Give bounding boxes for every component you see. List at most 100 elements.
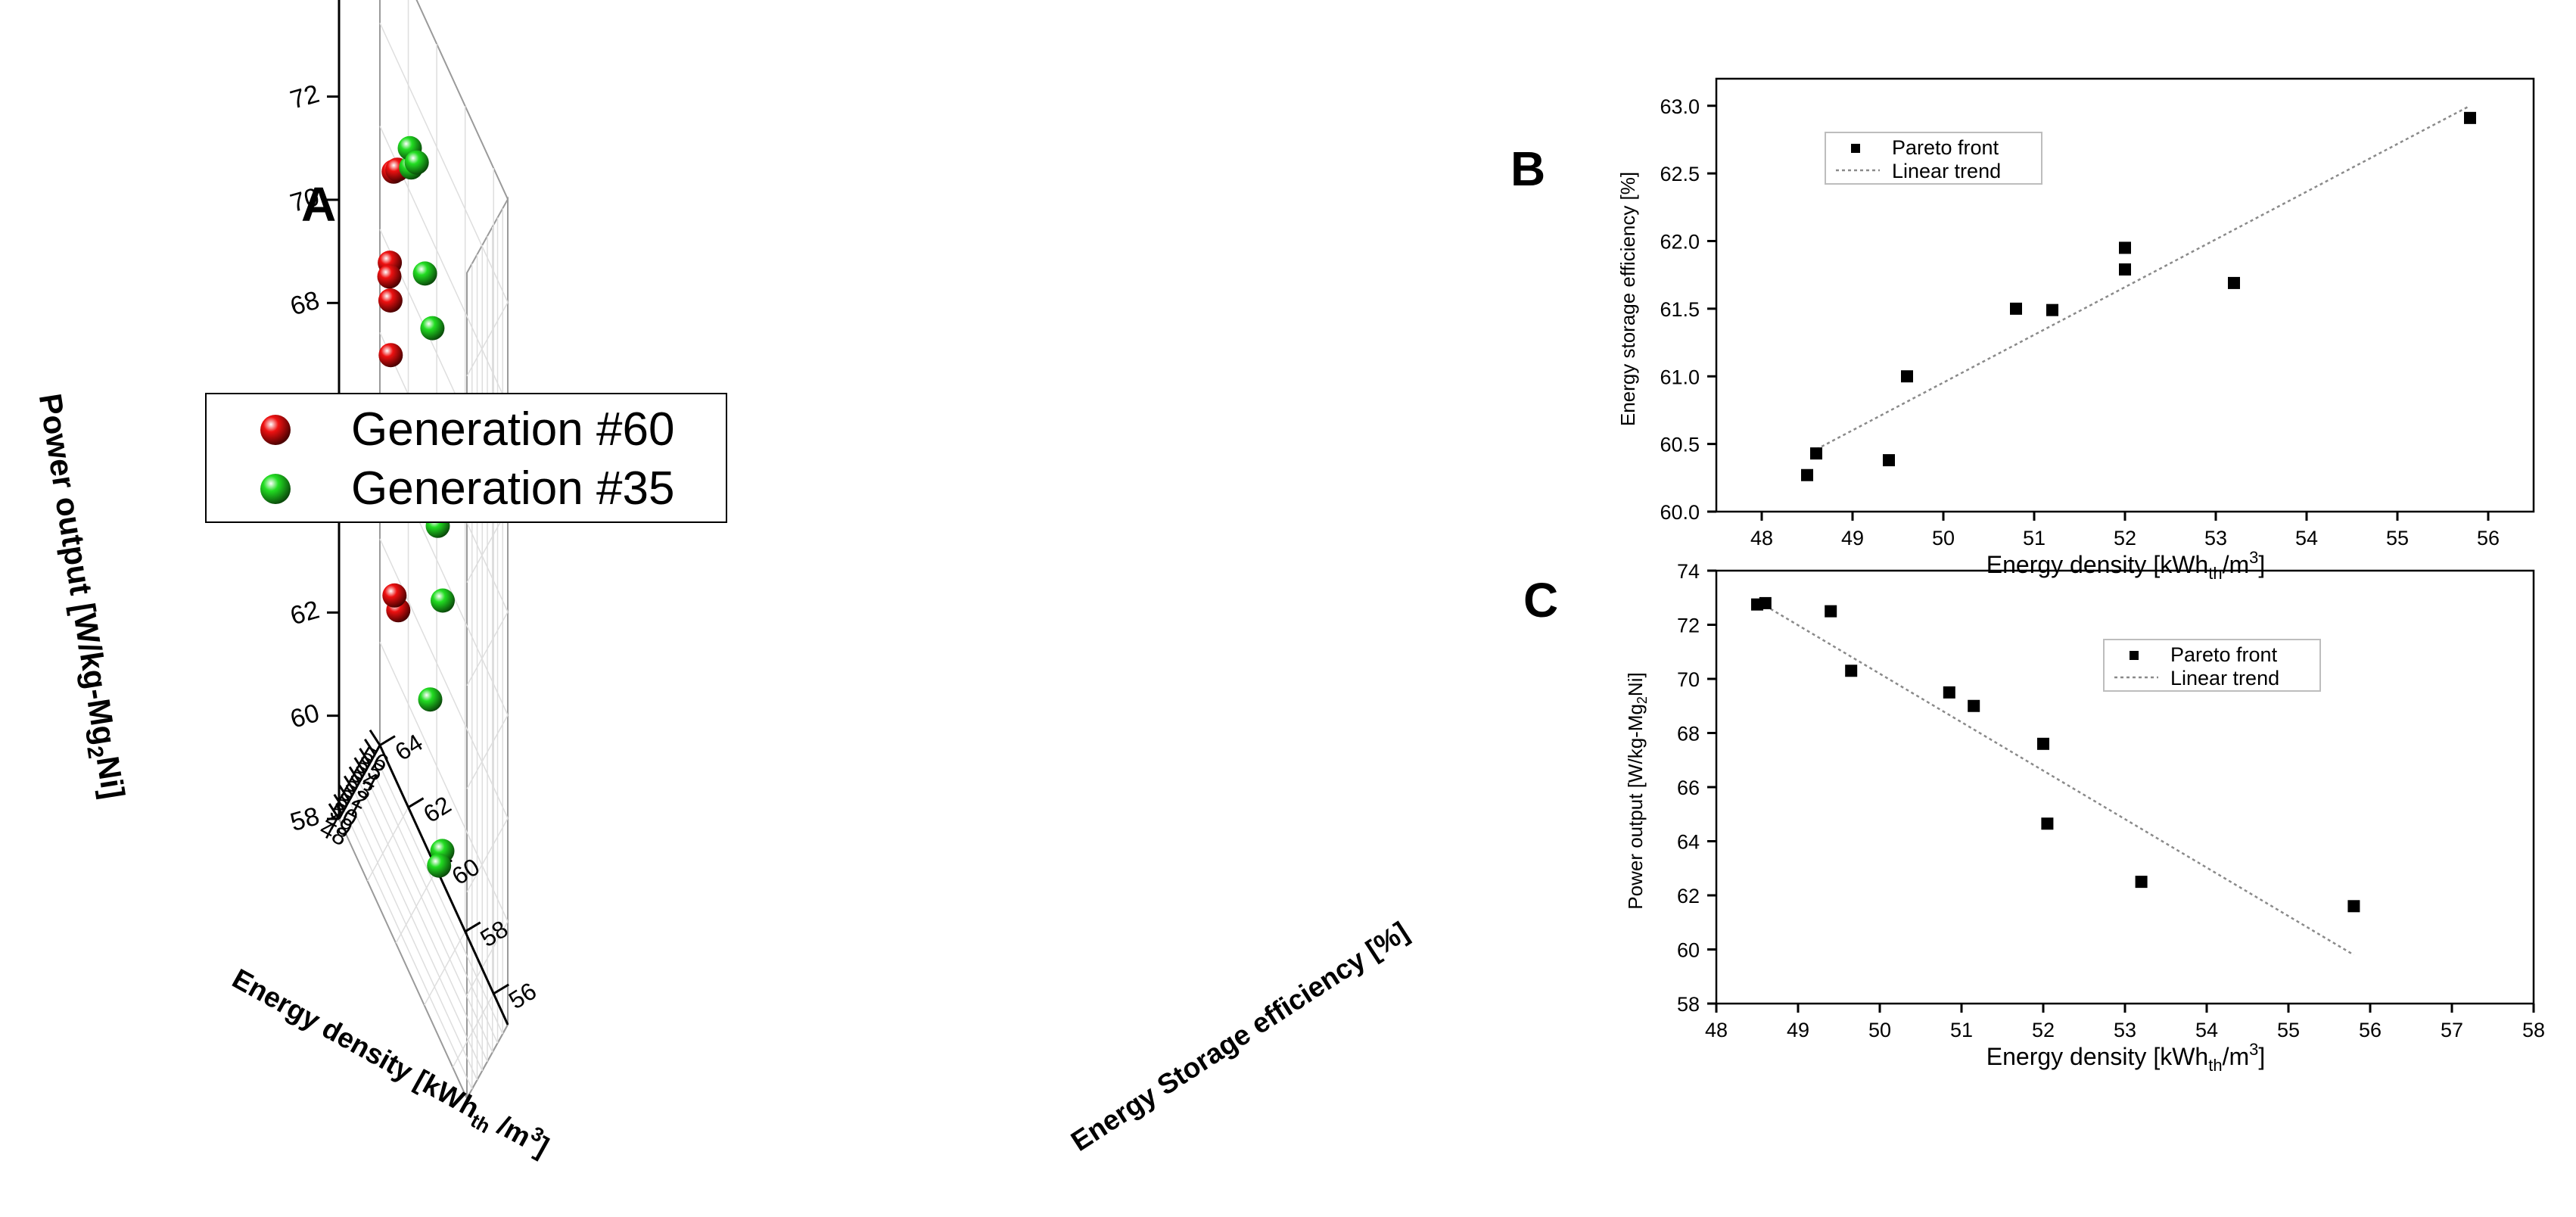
c-x-tick-label: 48 <box>1705 1019 1728 1041</box>
a-legend: Generation #60 Generation #35 <box>205 393 727 523</box>
c-pareto-point <box>2041 817 2054 830</box>
c-y-tick-label: 58 <box>1677 993 1700 1016</box>
c-pareto-point <box>2037 737 2049 750</box>
c-x-axis-title: Energy density [kWhth/m3] <box>1986 1040 2266 1075</box>
c-y-axis-title: Power output [W/kg-Mg2Ni] <box>1624 672 1650 909</box>
c-y-tick-label: 60 <box>1677 939 1700 962</box>
a-x-tick <box>369 729 381 746</box>
a-point-generation-35 <box>418 687 443 712</box>
c-y-tick-label: 70 <box>1677 668 1700 691</box>
a-grid-line <box>366 807 409 882</box>
c-pareto-point <box>1825 605 1837 618</box>
a-legend-marker-generation-35 <box>260 474 291 504</box>
c-y-tick-label: 64 <box>1677 831 1700 854</box>
a-y-tick <box>493 983 510 995</box>
c-x-tick-label: 52 <box>2032 1019 2055 1041</box>
b-x-tick-label: 55 <box>2386 527 2409 549</box>
b-y-tick-label: 61.0 <box>1660 366 1700 388</box>
a-x-tick <box>359 748 371 764</box>
a-x-tick <box>348 766 361 783</box>
a-grid-line <box>364 772 493 1053</box>
c-x-tick-label: 57 <box>2441 1019 2463 1041</box>
c-x-tick-label: 49 <box>1787 1019 1809 1041</box>
b-x-tick-label: 54 <box>2295 527 2318 549</box>
a-point-generation-60 <box>382 583 407 608</box>
b-y-tick-label: 60.5 <box>1660 434 1700 456</box>
b-pareto-point <box>2228 276 2240 289</box>
a-grid-line <box>452 993 494 1068</box>
b-pareto-point <box>2010 302 2022 315</box>
a-point-generation-35 <box>412 261 437 286</box>
c-y-tick-label: 68 <box>1677 723 1700 745</box>
c-x-tick-label: 56 <box>2359 1019 2382 1041</box>
b-x-tick-label: 56 <box>2477 527 2500 549</box>
a-y-tick <box>407 797 425 808</box>
a-y-axis-line <box>378 745 509 1026</box>
a-grid-line <box>369 763 499 1044</box>
a-x-tick <box>363 738 376 755</box>
a-point-generation-35 <box>420 316 445 341</box>
c-pareto-point <box>2347 900 2360 913</box>
c-pareto-point <box>1845 665 1858 677</box>
a-grid-line <box>344 809 473 1090</box>
b-pareto-point <box>1883 454 1895 467</box>
a-grid-line <box>359 782 488 1062</box>
b-pareto-point <box>2464 111 2476 124</box>
panel-b-letter: B <box>1510 142 1545 196</box>
b-y-tick-label: 61.5 <box>1660 298 1700 321</box>
c-x-tick-label: 53 <box>2114 1019 2136 1041</box>
c-y-tick-label: 74 <box>1677 560 1700 583</box>
c-plot-area: 48 49 50 51 52 53 54 55 56 57 58 58 60 62 64 66 68 70 72 74… <box>1677 560 2545 1041</box>
b-linear-trend-line <box>1815 104 2471 450</box>
a-grid-line <box>353 791 483 1072</box>
panel-b-efficiency-vs-density: B 48 49 50 51 52 53 54 55 56 60.0 60.5 61.0 61.5 62.0… <box>1510 77 2535 583</box>
c-legend-label-trend: Linear trend <box>2170 667 2279 689</box>
c-linear-trend-line <box>1765 605 2355 956</box>
c-legend-label-pareto: Pareto front <box>2170 643 2278 666</box>
a-x-tick <box>328 803 341 820</box>
b-x-tick-label: 49 <box>1841 527 1864 549</box>
c-x-tick-label: 54 <box>2195 1019 2218 1041</box>
b-pareto-point <box>1901 370 1913 383</box>
b-legend-label-trend: Linear trend <box>1892 160 2001 182</box>
a-x-tick <box>333 794 346 811</box>
a-y-tick <box>464 921 481 933</box>
a-point-generation-35 <box>427 853 452 878</box>
c-pareto-point <box>2135 876 2148 889</box>
b-legend-marker <box>1851 144 1860 153</box>
a-x-axis-line <box>338 744 381 820</box>
a-point-generation-60 <box>377 264 402 289</box>
b-x-tick-label: 50 <box>1932 527 1955 549</box>
a-legend-marker-generation-60 <box>260 415 291 445</box>
panel-c-letter: C <box>1523 573 1558 627</box>
c-x-tick-label: 50 <box>1868 1019 1891 1041</box>
a-grid-line <box>424 931 466 1006</box>
a-legend-box <box>205 393 727 523</box>
a-grid-line <box>395 869 437 944</box>
b-y-tick-label: 62.0 <box>1660 231 1700 254</box>
c-x-tick-label: 58 <box>2522 1019 2545 1041</box>
a-grid-line <box>466 714 509 789</box>
c-x-tick-label: 55 <box>2277 1019 2300 1041</box>
b-legend-box <box>1825 132 2042 185</box>
c-pareto-point <box>1943 686 1955 699</box>
b-pareto-point <box>2046 303 2058 316</box>
b-x-tick-label: 51 <box>2023 527 2046 549</box>
a-legend-label-generation-60: Generation #60 <box>351 403 674 456</box>
b-y-tick-label: 62.5 <box>1660 163 1700 185</box>
a-grid-line <box>466 817 509 892</box>
b-pareto-point <box>2119 241 2131 254</box>
a-grid-line <box>374 754 503 1035</box>
a-x-tick <box>343 775 356 792</box>
c-pareto-point <box>1968 699 1980 712</box>
a-grid-line <box>466 302 509 377</box>
b-x-tick-label: 53 <box>2204 527 2227 549</box>
panel-c-power-vs-density: C 48 49 50 51 52 53 54 55 56 57 58 58 60 62 64 66 68 70 72… <box>1523 560 2545 1075</box>
a-y-tick <box>379 735 396 746</box>
a-grid-line <box>466 921 509 996</box>
b-y-tick-label: 63.0 <box>1660 95 1700 118</box>
c-y-tick-label: 72 <box>1677 615 1700 637</box>
a-grid-line <box>379 22 509 303</box>
